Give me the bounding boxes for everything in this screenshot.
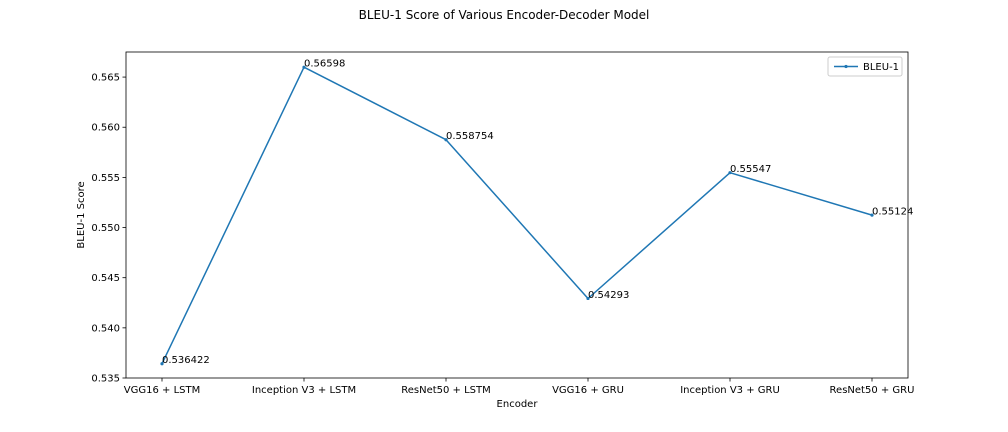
y-tick-label: 0.560: [91, 123, 120, 134]
data-point: [160, 362, 164, 366]
x-tick-label: VGG16 + GRU: [552, 385, 624, 396]
y-tick-label: 0.555: [91, 173, 120, 184]
y-tick-label: 0.545: [91, 273, 120, 284]
data-point: [728, 171, 732, 175]
legend-label: BLEU-1: [863, 62, 899, 73]
data-point: [870, 213, 874, 217]
x-axis-ticks: VGG16 + LSTM Inception V3 + LSTM ResNet50 …: [124, 378, 915, 396]
y-tick-label: 0.565: [91, 73, 120, 84]
x-tick-label: Inception V3 + GRU: [680, 385, 780, 396]
data-label: 0.55124: [872, 207, 913, 218]
legend-box: [827, 56, 903, 77]
data-point: [586, 296, 590, 301]
data-labels: 0.536422 0.56598 0.558754 0.54293 0.55547 0.5…: [162, 59, 913, 366]
data-label: 0.558754: [446, 131, 494, 142]
y-tick-label: 0.550: [91, 223, 120, 234]
data-label: 0.536422: [162, 355, 210, 366]
x-tick-label: ResNet50 + GRU: [830, 385, 915, 396]
data-label: 0.55547: [730, 164, 771, 175]
x-tick-label: VGG16 + LSTM: [124, 385, 200, 396]
x-tick-label: Inception V3 + LSTM: [252, 385, 356, 396]
x-axis-label: Encoder: [497, 399, 539, 410]
y-tick-label: 0.535: [91, 374, 120, 385]
legend-marker: [844, 64, 848, 69]
data-point: [444, 138, 448, 142]
series-line: [161, 66, 873, 365]
y-axis-ticks: 0.535 0.540 0.545 0.550 0.555 0.560 0.565: [91, 73, 126, 385]
data-point: [302, 65, 306, 69]
chart-title: BLEU-1 Score of Various Encoder-Decoder …: [359, 8, 650, 22]
data-label: 0.56598: [304, 59, 345, 70]
x-tick-label: ResNet50 + LSTM: [401, 385, 491, 396]
legend: BLEU-1: [827, 56, 903, 77]
series-layer: [160, 65, 874, 366]
data-label: 0.54293: [588, 290, 629, 301]
y-tick-label: 0.540: [91, 323, 120, 334]
y-axis-label: BLEU-1 Score: [76, 181, 87, 248]
plot-frame: [125, 51, 909, 379]
